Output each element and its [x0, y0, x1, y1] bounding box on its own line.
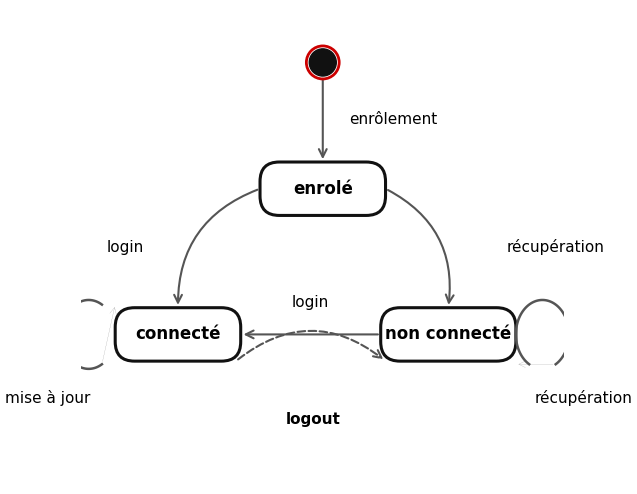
Text: non connecté: non connecté [385, 326, 512, 343]
Text: login: login [107, 240, 144, 254]
Text: récupération: récupération [506, 239, 604, 255]
Text: enrolé: enrolé [293, 180, 353, 198]
Text: mise à jour: mise à jour [5, 390, 90, 406]
FancyBboxPatch shape [381, 308, 516, 361]
Text: enrôlement: enrôlement [349, 112, 438, 126]
Text: logout: logout [285, 412, 341, 427]
FancyBboxPatch shape [260, 162, 385, 215]
FancyBboxPatch shape [115, 308, 241, 361]
Text: login: login [292, 295, 329, 310]
Text: connecté: connecté [135, 326, 220, 343]
Circle shape [309, 49, 336, 76]
Text: récupération: récupération [534, 390, 633, 406]
